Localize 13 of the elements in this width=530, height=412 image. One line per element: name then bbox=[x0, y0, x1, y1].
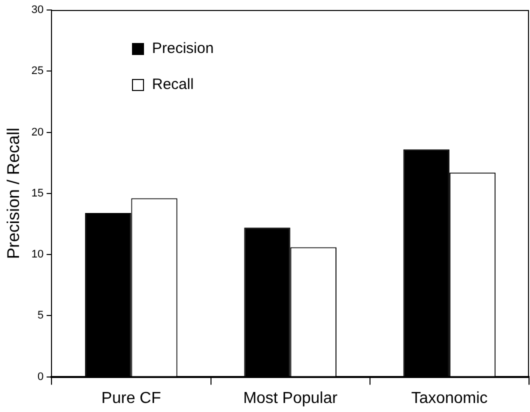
legend-label: Precision bbox=[152, 40, 214, 57]
y-tick-label: 10 bbox=[31, 248, 44, 261]
y-tick-label: 5 bbox=[38, 310, 44, 322]
x-tick-label: Taxonomic bbox=[411, 390, 488, 407]
y-tick-label: 20 bbox=[31, 126, 44, 138]
y-tick-label: 15 bbox=[31, 187, 44, 200]
legend-label: Recall bbox=[152, 76, 194, 93]
y-axis-title: Precision / Recall bbox=[4, 128, 23, 260]
y-tick-label: 30 bbox=[31, 4, 44, 16]
x-tick-label: Most Popular bbox=[243, 390, 338, 407]
y-tick-label: 25 bbox=[31, 65, 44, 78]
x-tick-label: Pure CF bbox=[101, 390, 162, 407]
y-tick-label: 0 bbox=[38, 370, 44, 383]
